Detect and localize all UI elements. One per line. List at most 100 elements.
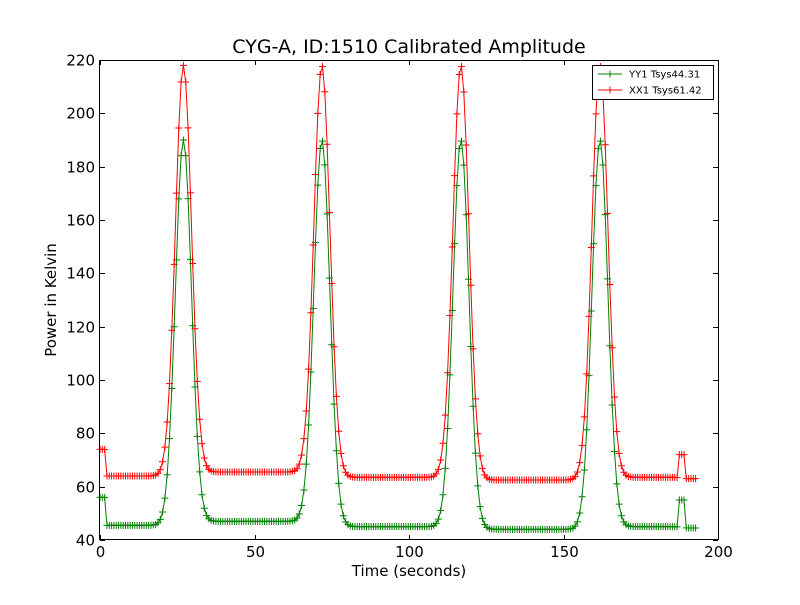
data-point-marker <box>455 70 463 78</box>
data-point-marker <box>198 491 206 499</box>
data-point-marker <box>295 510 303 518</box>
data-point-marker <box>439 491 447 499</box>
data-point-marker <box>460 88 468 96</box>
data-point-marker <box>200 504 208 512</box>
x-tick-label: 50 <box>246 543 265 561</box>
data-point-marker <box>592 110 600 118</box>
data-point-marker <box>437 507 445 515</box>
data-point-marker <box>580 466 588 474</box>
data-point-marker <box>448 243 456 251</box>
data-point-marker <box>673 474 681 482</box>
data-point-marker <box>437 456 445 464</box>
data-point-marker <box>328 279 336 287</box>
y-tick-label: 140 <box>66 265 95 283</box>
data-point-marker <box>325 208 333 216</box>
data-point-marker <box>692 475 700 483</box>
data-point-marker <box>196 415 204 423</box>
data-point-marker <box>305 365 313 373</box>
data-point-marker <box>330 343 338 351</box>
data-point-marker <box>573 518 581 526</box>
legend-marker <box>606 70 614 78</box>
data-point-marker <box>337 500 345 508</box>
data-point-marker <box>576 459 584 467</box>
data-point-marker <box>161 443 169 451</box>
data-point-marker <box>467 281 475 289</box>
data-point-marker <box>578 441 586 449</box>
data-point-marker <box>298 451 306 459</box>
data-point-marker <box>464 210 472 218</box>
data-point-marker <box>580 413 588 421</box>
data-point-marker <box>316 70 324 78</box>
data-point-marker <box>583 370 591 378</box>
data-point-marker <box>312 171 320 179</box>
y-tick-label: 200 <box>66 105 95 123</box>
data-point-marker <box>441 464 449 472</box>
x-tick-label: 100 <box>395 543 424 561</box>
data-point-marker <box>163 418 171 426</box>
data-point-marker <box>193 432 201 440</box>
data-point-marker <box>692 524 700 532</box>
data-point-marker <box>339 462 347 470</box>
data-point-marker <box>295 460 303 468</box>
data-point-marker <box>300 435 308 443</box>
data-point-marker <box>615 449 623 457</box>
data-point-marker <box>469 345 477 353</box>
data-point-marker <box>444 369 452 377</box>
data-point-marker <box>594 145 602 153</box>
data-point-marker <box>601 141 609 149</box>
data-point-marker <box>339 512 347 520</box>
data-point-marker <box>193 377 201 385</box>
data-point-marker <box>179 61 187 69</box>
data-point-marker <box>335 479 343 487</box>
data-point-marker <box>604 209 612 217</box>
data-point-marker <box>613 480 621 488</box>
data-point-marker <box>316 144 324 152</box>
data-point-marker <box>154 469 162 477</box>
legend: YY1 Tsys44.31 XX1 Tsys61.42 <box>592 65 714 100</box>
data-point-marker <box>154 519 162 527</box>
y-tick-label: 120 <box>66 319 95 337</box>
data-point-marker <box>309 241 317 249</box>
data-point-marker <box>434 515 442 523</box>
data-point-marker <box>101 493 109 501</box>
data-point-marker <box>597 137 605 145</box>
data-point-marker <box>474 482 482 490</box>
data-point-marker <box>573 468 581 476</box>
data-point-marker <box>608 401 616 409</box>
data-point-marker <box>321 161 329 169</box>
data-point-marker <box>462 141 470 149</box>
data-point-marker <box>571 522 579 530</box>
data-point-marker <box>434 465 442 473</box>
data-point-marker <box>186 189 194 197</box>
data-point-marker <box>599 161 607 169</box>
data-point-marker <box>156 466 164 474</box>
data-point-marker <box>476 503 484 511</box>
data-point-marker <box>191 325 199 333</box>
data-point-marker <box>335 427 343 435</box>
data-point-marker <box>168 326 176 334</box>
data-point-marker <box>318 137 326 145</box>
data-point-marker <box>460 161 468 169</box>
data-point-marker <box>617 512 625 520</box>
data-point-marker <box>159 458 167 466</box>
plot-area <box>96 61 700 533</box>
data-point-marker <box>474 430 482 438</box>
data-point-marker <box>189 259 197 267</box>
data-point-marker <box>330 400 338 408</box>
data-point-marker <box>680 451 688 459</box>
data-point-marker <box>163 471 171 479</box>
data-point-marker <box>432 519 440 527</box>
series-xx1 <box>96 61 700 484</box>
data-point-marker <box>302 460 310 468</box>
data-point-marker <box>571 473 579 481</box>
data-point-marker <box>166 380 174 388</box>
data-point-marker <box>613 428 621 436</box>
data-point-marker <box>101 445 109 453</box>
data-point-marker <box>453 110 461 118</box>
data-point-marker <box>446 312 454 320</box>
data-point-marker <box>161 494 169 502</box>
data-point-marker <box>478 464 486 472</box>
data-point-marker <box>578 493 586 501</box>
